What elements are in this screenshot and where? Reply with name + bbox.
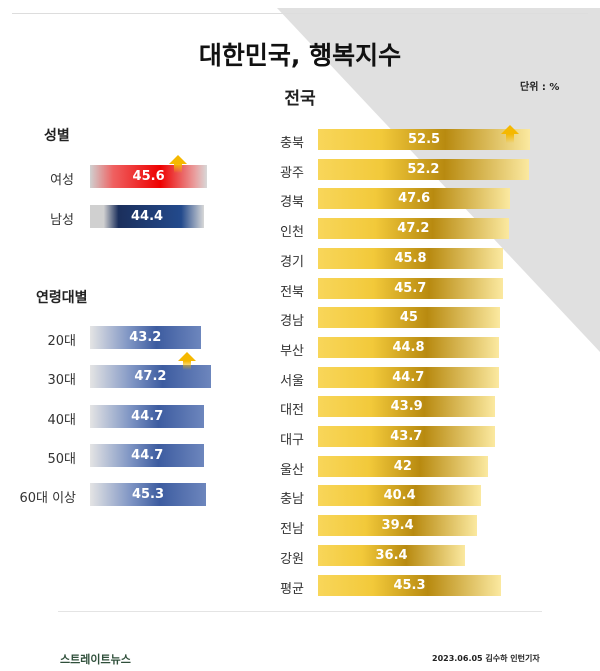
bar: 52.5	[318, 129, 531, 150]
category-label: 서울	[280, 373, 304, 389]
bar: 45.7	[318, 277, 503, 299]
region-chart-title: 전국	[284, 89, 316, 109]
up-arrow-stem	[174, 164, 182, 173]
bar: 43.2	[90, 326, 201, 349]
bar: 43.7	[318, 426, 495, 447]
bar: 44.7	[318, 366, 499, 388]
bar: 44.8	[318, 336, 499, 358]
category-label: 충북	[280, 136, 304, 151]
bar: 39.4	[318, 515, 478, 537]
credit: 2023.06.05 김수하 인턴기자	[432, 654, 540, 663]
bar: 45.8	[318, 247, 504, 269]
category-label: 60대 이상	[19, 491, 76, 507]
category-label: 부산	[280, 343, 304, 359]
unit-label: 단위 : %	[520, 82, 560, 93]
category-label: 충남	[280, 492, 304, 508]
category-label: 강원	[280, 551, 304, 567]
category-label: 40대	[47, 412, 76, 428]
up-arrow-stem	[506, 134, 515, 143]
bar: 42	[318, 455, 488, 477]
bar: 45.3	[90, 483, 206, 507]
category-label: 평균	[280, 581, 304, 597]
category-label: 여성	[50, 173, 74, 188]
bar: 44.7	[90, 443, 205, 467]
category-label: 경기	[280, 254, 304, 270]
bar: 47.6	[318, 188, 511, 210]
up-arrow-icon	[501, 125, 520, 134]
bar: 44.7	[90, 404, 205, 428]
news-logo: 스트레이트뉴스	[60, 653, 131, 666]
up-arrow-icon	[178, 352, 196, 361]
up-arrow-stem	[183, 361, 191, 370]
bar: 36.4	[318, 544, 466, 566]
category-label: 남성	[50, 213, 74, 228]
bar: 45	[318, 307, 500, 329]
category-label: 30대	[47, 373, 76, 389]
category-label: 경남	[280, 314, 304, 330]
age-chart-title: 연령대별	[36, 290, 88, 306]
category-label: 인천	[280, 225, 304, 241]
bar: 44.4	[90, 205, 205, 228]
top-divider	[12, 13, 588, 14]
category-label: 대구	[280, 433, 304, 448]
page-title: 대한민국, 행복지수	[198, 41, 402, 70]
category-label: 대전	[280, 403, 304, 419]
bar: 45.3	[318, 574, 501, 596]
category-label: 20대	[47, 334, 76, 349]
category-label: 50대	[47, 451, 76, 467]
bar: 47.2	[90, 365, 211, 389]
bottom-divider	[58, 611, 542, 612]
category-label: 울산	[280, 462, 304, 478]
category-label: 전남	[280, 522, 304, 538]
up-arrow-icon	[169, 155, 187, 164]
category-label: 경북	[280, 195, 304, 211]
category-label: 광주	[280, 165, 304, 181]
bar: 45.6	[90, 165, 208, 188]
bar: 40.4	[318, 485, 482, 507]
category-label: 전북	[280, 284, 304, 300]
bar: 43.9	[318, 396, 496, 418]
bar: 52.2	[318, 158, 529, 180]
bar: 47.2	[318, 218, 509, 240]
gender-chart-title: 성별	[44, 128, 70, 144]
